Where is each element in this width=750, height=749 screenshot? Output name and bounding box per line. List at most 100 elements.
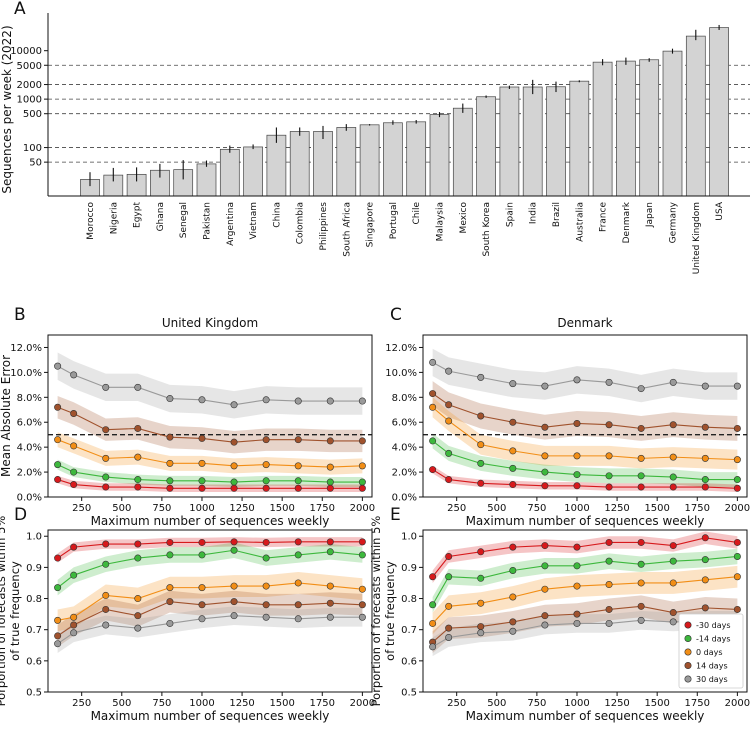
data-point bbox=[134, 383, 142, 391]
data-point bbox=[70, 442, 78, 450]
data-point bbox=[733, 456, 741, 464]
x-tick-label: 1250 bbox=[229, 698, 254, 709]
data-point bbox=[573, 562, 581, 570]
data-point bbox=[326, 463, 334, 471]
data-point bbox=[102, 621, 110, 629]
data-point bbox=[445, 624, 453, 632]
data-point bbox=[294, 477, 302, 485]
confidence-band bbox=[432, 433, 738, 488]
panel-label-e: E bbox=[390, 505, 401, 525]
data-point bbox=[54, 403, 62, 411]
data-point bbox=[701, 576, 709, 584]
confidence-band bbox=[57, 352, 363, 419]
data-point bbox=[134, 624, 142, 632]
legend-label: 0 days bbox=[696, 648, 723, 657]
y-tick-label: 2.0% bbox=[17, 468, 42, 479]
confidence-band bbox=[432, 397, 738, 470]
y-axis-label: Porportion of forecasts within 5%of true… bbox=[369, 516, 397, 707]
data-point bbox=[54, 362, 62, 370]
data-point bbox=[230, 478, 238, 486]
y-tick-label: 4.0% bbox=[392, 443, 417, 454]
data-point bbox=[669, 618, 677, 626]
bar bbox=[569, 80, 590, 197]
data-point bbox=[669, 378, 677, 386]
data-point bbox=[358, 585, 366, 593]
data-point bbox=[294, 551, 302, 559]
data-point bbox=[669, 453, 677, 461]
data-point bbox=[198, 434, 206, 442]
data-point bbox=[733, 552, 741, 560]
plot-area bbox=[423, 335, 747, 497]
x-tick-label: Australia bbox=[575, 202, 585, 242]
data-point bbox=[102, 473, 110, 481]
data-point bbox=[541, 423, 549, 431]
data-point bbox=[637, 483, 645, 491]
y-tick-label: 1.0 bbox=[401, 532, 417, 543]
data-point bbox=[605, 538, 613, 546]
data-point bbox=[701, 483, 709, 491]
legend-marker bbox=[684, 661, 692, 669]
data-point bbox=[637, 538, 645, 546]
panel-label-b: B bbox=[14, 305, 26, 325]
data-point bbox=[733, 538, 741, 546]
data-point bbox=[429, 390, 437, 398]
data-point bbox=[262, 396, 270, 404]
y-tick-label: 6.0% bbox=[392, 418, 417, 429]
data-point bbox=[477, 459, 485, 467]
x-tick-label: 1000 bbox=[564, 503, 589, 514]
data-point bbox=[701, 604, 709, 612]
data-point bbox=[477, 599, 485, 607]
bar bbox=[476, 96, 496, 197]
data-point bbox=[102, 483, 110, 491]
bar bbox=[429, 114, 450, 197]
data-point bbox=[54, 640, 62, 648]
data-point bbox=[70, 613, 78, 621]
x-tick-label: India bbox=[529, 202, 539, 224]
y-tick-label: 0.5 bbox=[401, 688, 417, 699]
bar bbox=[546, 86, 566, 197]
bar bbox=[685, 35, 706, 197]
y-axis-label-line: of true frequency bbox=[383, 561, 397, 661]
data-point bbox=[573, 482, 581, 490]
panel-b-line-chart: United Kingdom 250 500 750 1000 1250 1500 1750 2… bbox=[0, 316, 375, 528]
data-point bbox=[669, 579, 677, 587]
y-tick-label: 1000 bbox=[17, 95, 42, 106]
data-point bbox=[262, 613, 270, 621]
data-point bbox=[637, 616, 645, 624]
data-point bbox=[541, 562, 549, 570]
y-tick-label: 0.6 bbox=[26, 656, 42, 667]
x-tick-label: 250 bbox=[447, 503, 466, 514]
data-point bbox=[605, 452, 613, 460]
data-point bbox=[230, 462, 238, 470]
data-point bbox=[70, 571, 78, 579]
y-tick-label: 0.6 bbox=[401, 656, 417, 667]
data-point bbox=[733, 382, 741, 390]
data-point bbox=[429, 437, 437, 445]
x-tick-label: 1000 bbox=[189, 698, 214, 709]
data-point bbox=[445, 633, 453, 641]
data-point bbox=[54, 616, 62, 624]
x-tick-label: Egypt bbox=[133, 202, 143, 228]
legend-label: 30 days bbox=[696, 675, 728, 684]
x-tick-label: 1250 bbox=[604, 698, 629, 709]
data-point bbox=[102, 383, 110, 391]
legend-marker bbox=[684, 675, 692, 683]
data-point bbox=[198, 601, 206, 609]
data-point bbox=[230, 546, 238, 554]
data-point bbox=[573, 452, 581, 460]
x-tick-label: 2000 bbox=[350, 698, 375, 709]
data-point bbox=[326, 613, 334, 621]
data-point bbox=[358, 462, 366, 470]
data-point bbox=[541, 612, 549, 620]
data-point bbox=[477, 574, 485, 582]
data-point bbox=[509, 481, 517, 489]
y-tick-label: 10000 bbox=[10, 46, 42, 57]
data-point bbox=[70, 629, 78, 637]
x-tick-label: Morocco bbox=[86, 202, 96, 240]
data-point bbox=[541, 585, 549, 593]
y-tick-label: 0.9 bbox=[401, 563, 417, 574]
x-tick-label: 1250 bbox=[229, 503, 254, 514]
data-point bbox=[294, 538, 302, 546]
data-point bbox=[262, 477, 270, 485]
y-tick-label: 0.5 bbox=[26, 688, 42, 699]
